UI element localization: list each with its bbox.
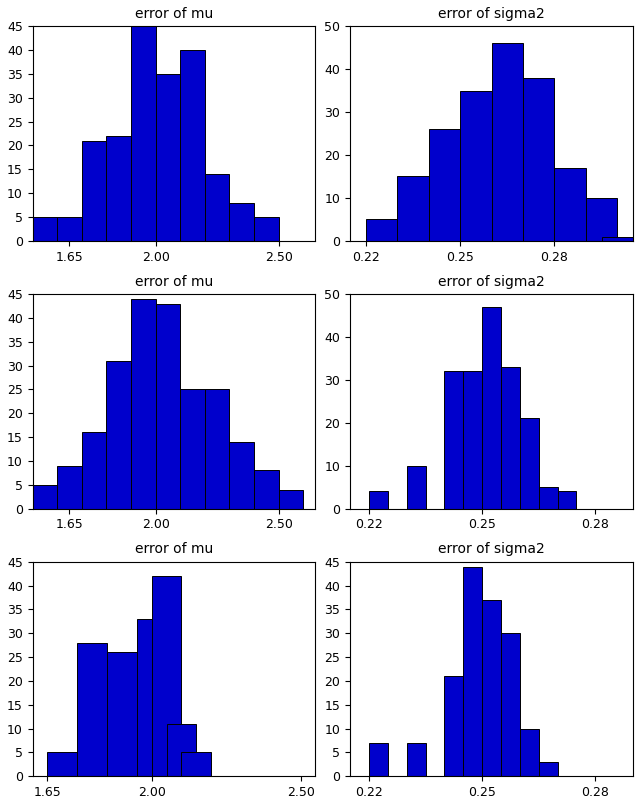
Bar xyxy=(482,307,501,509)
Bar xyxy=(131,27,156,241)
Bar xyxy=(106,361,131,509)
Bar xyxy=(156,304,180,509)
Bar xyxy=(152,576,182,776)
Bar xyxy=(254,471,278,509)
Bar xyxy=(501,367,520,509)
Bar xyxy=(205,174,229,241)
Bar xyxy=(444,676,463,776)
Bar xyxy=(180,50,205,241)
Bar xyxy=(539,762,557,776)
Bar xyxy=(369,492,388,509)
Bar xyxy=(180,389,205,509)
Bar xyxy=(369,743,388,776)
Title: error of sigma2: error of sigma2 xyxy=(438,7,545,21)
Bar xyxy=(482,600,501,776)
Bar xyxy=(47,753,77,776)
Bar xyxy=(460,90,492,241)
Bar xyxy=(229,442,254,509)
Bar xyxy=(107,652,137,776)
Bar xyxy=(501,634,520,776)
Bar xyxy=(429,129,460,241)
Bar xyxy=(156,74,180,241)
Title: error of sigma2: error of sigma2 xyxy=(438,542,545,556)
Bar xyxy=(254,217,278,241)
Bar xyxy=(406,743,426,776)
Bar xyxy=(397,177,429,241)
Bar xyxy=(406,466,426,509)
Bar xyxy=(106,136,131,241)
Bar xyxy=(520,418,539,509)
Bar xyxy=(82,432,106,509)
Bar xyxy=(492,44,523,241)
Bar xyxy=(131,299,156,509)
Bar xyxy=(82,141,106,241)
Bar xyxy=(463,567,482,776)
Bar xyxy=(229,202,254,241)
Bar xyxy=(182,753,211,776)
Bar xyxy=(205,389,229,509)
Bar xyxy=(137,619,166,776)
Bar xyxy=(57,466,82,509)
Bar xyxy=(586,198,618,241)
Bar xyxy=(523,77,554,241)
Bar xyxy=(366,219,397,241)
Bar xyxy=(33,217,57,241)
Bar xyxy=(463,372,482,509)
Title: error of mu: error of mu xyxy=(135,542,213,556)
Bar xyxy=(539,487,557,509)
Bar xyxy=(77,643,107,776)
Title: error of mu: error of mu xyxy=(135,7,213,21)
Bar xyxy=(554,168,586,241)
Bar xyxy=(166,724,196,776)
Bar xyxy=(444,372,463,509)
Bar xyxy=(57,217,82,241)
Bar xyxy=(520,729,539,776)
Title: error of mu: error of mu xyxy=(135,275,213,289)
Bar xyxy=(278,489,303,509)
Bar xyxy=(602,236,633,241)
Bar xyxy=(33,484,57,509)
Title: error of sigma2: error of sigma2 xyxy=(438,275,545,289)
Bar xyxy=(557,492,577,509)
